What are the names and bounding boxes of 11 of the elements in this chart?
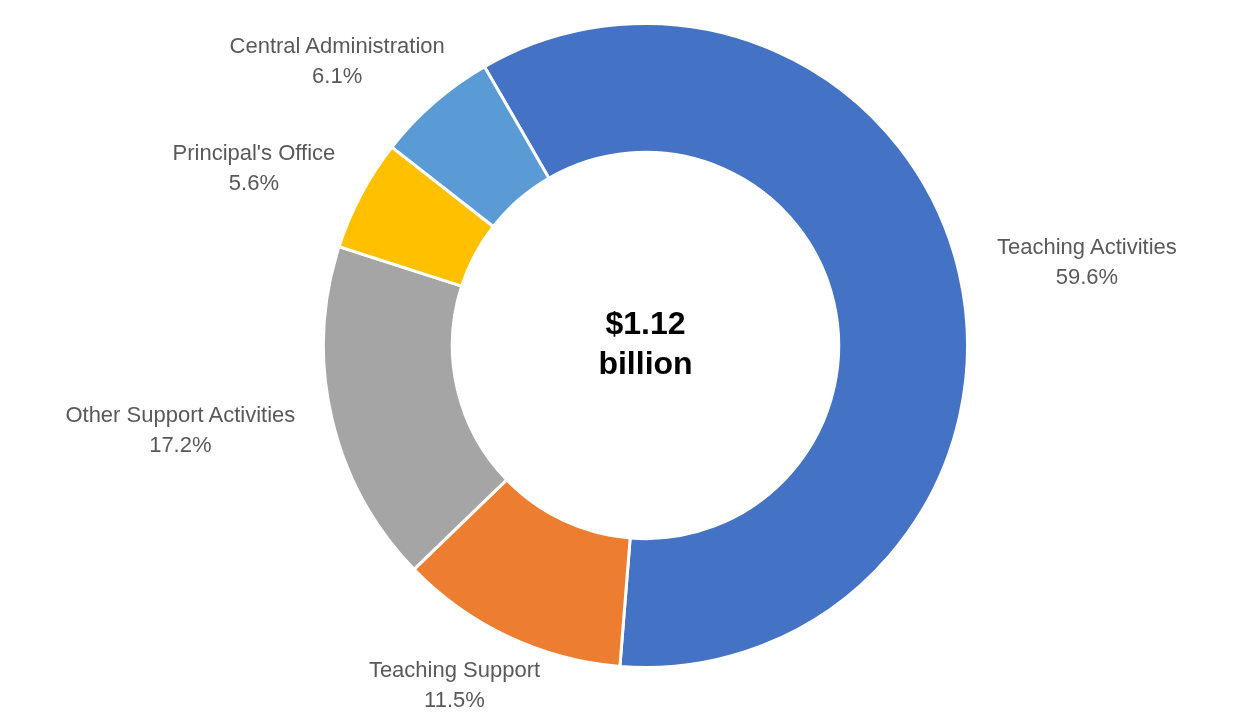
slice-label: Teaching Activities (997, 233, 1177, 259)
text: $1.12 billion (598, 305, 693, 382)
slice-label: Central Administration (229, 32, 445, 58)
slice-label: Principal's Office (172, 140, 336, 166)
data-label: 5.6% (228, 170, 279, 196)
slice-label: Teaching Support (368, 656, 541, 682)
data-label: 6.1% (312, 62, 363, 88)
slice-label: Other Support Activities (65, 401, 296, 427)
data-label: 11.5% (424, 686, 485, 712)
data-label: 17.2% (149, 431, 212, 457)
data-label: 59.6% (1055, 263, 1119, 289)
